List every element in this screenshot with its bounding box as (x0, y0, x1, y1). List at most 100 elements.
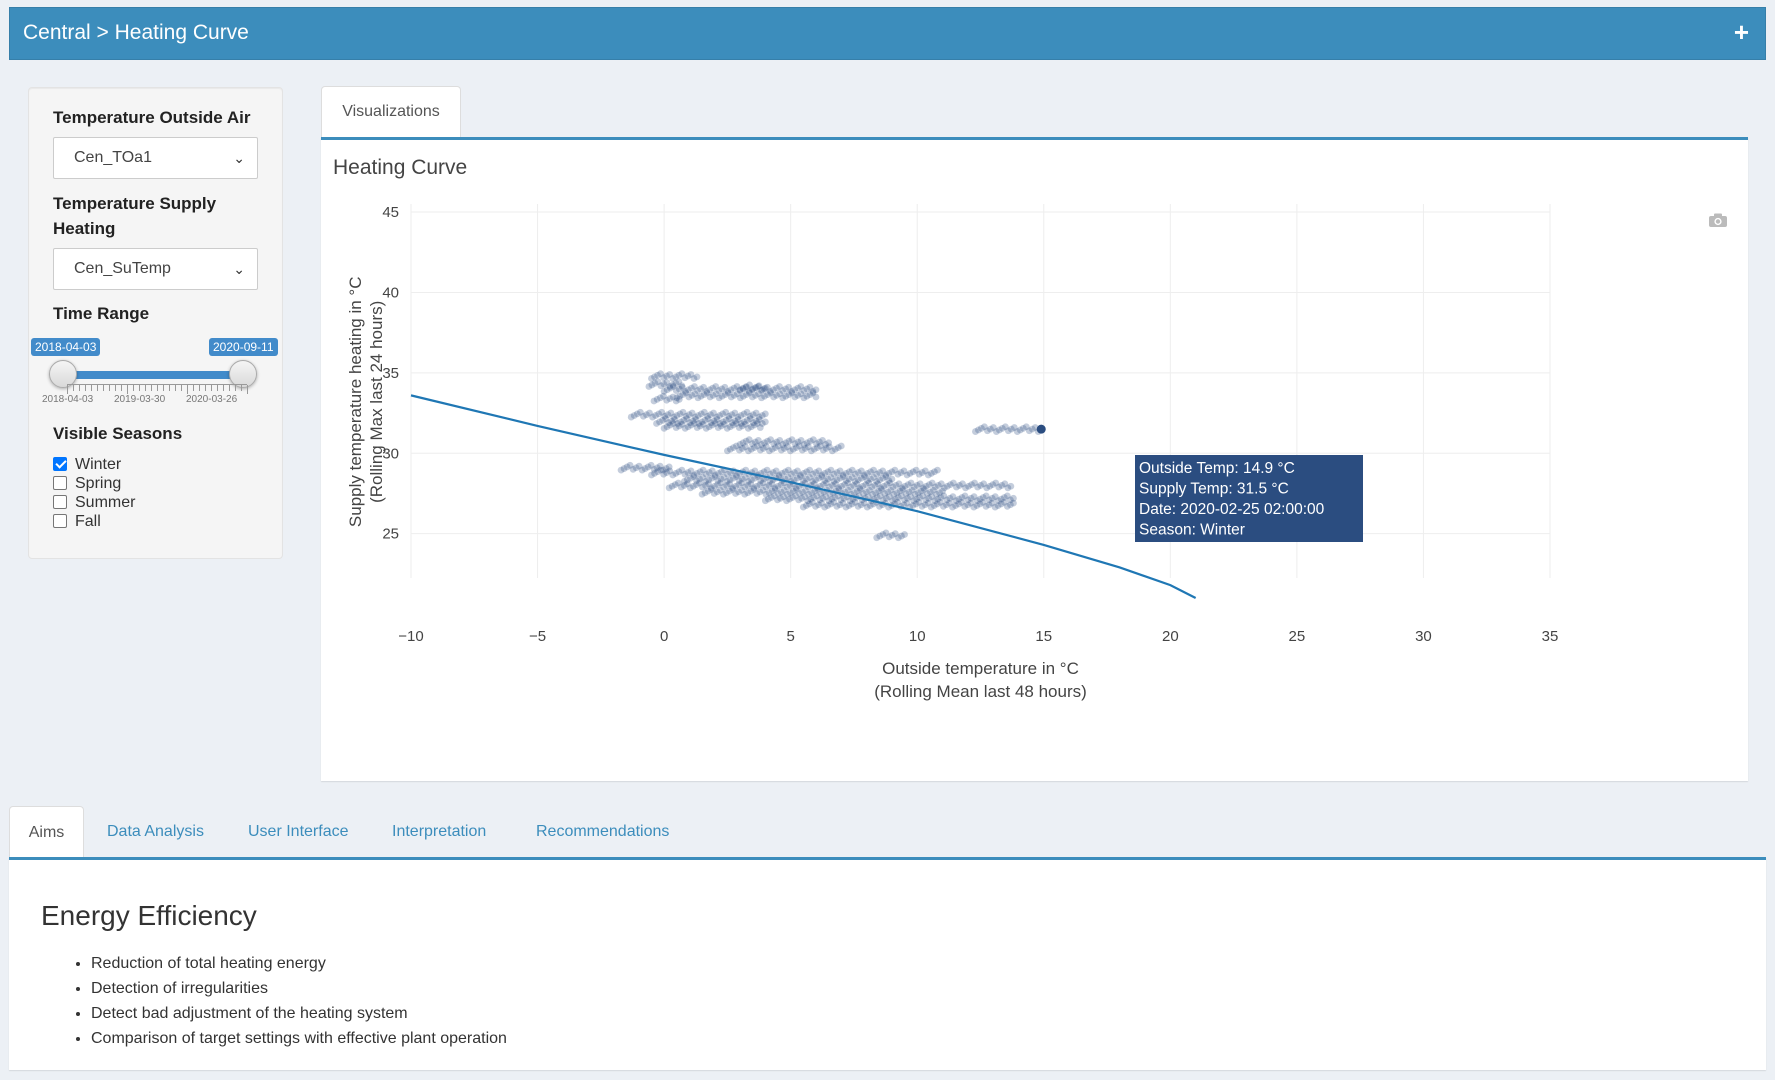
scatter-point (723, 424, 731, 432)
scatter-point (780, 445, 788, 452)
tab-aims[interactable]: Aims (9, 806, 84, 859)
season-fall-checkbox[interactable]: Fall (53, 512, 101, 531)
supply-label-line2: Heating (53, 219, 116, 238)
scatter-point (710, 490, 718, 497)
season-spring-checkbox[interactable]: Spring (53, 474, 121, 493)
slider-handle-to[interactable] (229, 360, 257, 388)
scatter-point (1007, 482, 1015, 490)
scatter-point (882, 473, 890, 480)
scatter-point (895, 480, 903, 488)
scatter-point (900, 501, 908, 509)
scatter-point (690, 473, 697, 480)
heating-curve-chart[interactable]: −10 −5 0 5 10 15 20 25 30 35 25 30 35 40 45 Outside tem… (321, 140, 1748, 784)
scatter-point (844, 486, 852, 494)
supply-select[interactable]: Cen_SuTemp ⌄ (53, 248, 258, 290)
checkbox-checked-icon[interactable] (53, 457, 67, 471)
scatter-point (762, 490, 770, 498)
scatter-point (876, 532, 884, 540)
scatter-point (653, 420, 660, 427)
scatter-point (775, 471, 783, 479)
camera-icon[interactable] (1708, 212, 1728, 228)
scatter-point (786, 495, 793, 503)
tab-recommendations[interactable]: Recommendations (536, 823, 670, 840)
scatter-point (704, 415, 712, 423)
slider-tick (133, 385, 134, 391)
scatter-point (916, 480, 924, 488)
season-summer-checkbox[interactable]: Summer (53, 493, 135, 512)
checkbox-icon[interactable] (53, 495, 67, 509)
slider-handle-from[interactable] (49, 360, 77, 388)
scatter-point (738, 422, 746, 430)
scatter-point (911, 490, 919, 498)
tab-data-analysis[interactable]: Data Analysis (107, 823, 204, 840)
scatter-point (983, 484, 991, 492)
scatter-point (704, 487, 712, 495)
scatter-point (687, 371, 695, 378)
scatter-point (663, 372, 671, 380)
scatter-point (879, 531, 887, 538)
scatter-point (892, 495, 899, 503)
panel-title: Heating Curve (333, 156, 468, 179)
tab-visualizations[interactable]: Visualizations (321, 86, 461, 138)
scatter-point (770, 393, 778, 401)
scatter-point (662, 465, 670, 472)
scatter-point (635, 462, 643, 470)
scatter-point (714, 469, 722, 477)
scatter-point (735, 446, 743, 454)
scatter-point (777, 488, 785, 496)
scatter-point (899, 486, 907, 493)
scatter-point (718, 385, 726, 393)
outside-air-select[interactable]: Cen_TOa1 ⌄ (53, 137, 258, 179)
scatter-point (659, 416, 666, 424)
scatter-point (789, 487, 797, 495)
scatter-point (946, 481, 954, 489)
scatter-point (789, 445, 797, 453)
tab-interpretation[interactable]: Interpretation (392, 823, 487, 840)
scatter-point (971, 479, 978, 487)
scatter-point (930, 486, 937, 494)
scatter-point (783, 443, 791, 451)
scatter-point (753, 490, 761, 497)
slider-track[interactable] (67, 371, 247, 379)
checkbox-icon[interactable] (53, 476, 67, 490)
scatter-point (788, 470, 795, 478)
scatter-point (743, 416, 751, 424)
scatter-point (811, 487, 819, 495)
scatter-point (644, 463, 652, 471)
scatter-point (917, 487, 925, 495)
scatter-point (617, 466, 625, 474)
scatter-point (759, 486, 767, 494)
scatter-point (848, 473, 856, 481)
scatter-point (803, 385, 811, 393)
scatter-point (660, 374, 668, 382)
scatter-point (962, 484, 969, 492)
scatter-point (719, 418, 727, 426)
scatter-point (738, 486, 746, 494)
scatter-point (800, 387, 808, 394)
scatter-point (816, 442, 824, 450)
scatter-point (856, 486, 864, 493)
scatter-point (688, 391, 696, 399)
y-tick-label: 35 (382, 365, 399, 382)
slider-tick (229, 385, 230, 391)
scatter-point (738, 479, 746, 487)
scatter-point (722, 408, 730, 416)
scatter-point (988, 499, 996, 507)
scatter-point (930, 502, 938, 509)
scatter-point (687, 474, 694, 482)
scatter-point (836, 467, 844, 475)
scatter-point (986, 482, 994, 490)
scatter-point (1016, 426, 1024, 434)
scatter-point (956, 482, 963, 489)
scatter-point (810, 494, 818, 501)
checkbox-icon[interactable] (53, 514, 67, 528)
season-winter-checkbox[interactable]: Winter (53, 455, 121, 474)
x-tick-label: 5 (786, 628, 794, 645)
expand-plus-button[interactable]: + (1733, 17, 1749, 47)
scatter-point (912, 466, 920, 474)
scatter-point (1006, 496, 1014, 504)
time-range-slider[interactable]: 2018-04-03 2020-09-11 2018-04-03 2019-03… (29, 328, 284, 405)
scatter-point (796, 473, 804, 480)
tab-user-interface[interactable]: User Interface (248, 823, 349, 840)
scatter-point (936, 489, 943, 497)
